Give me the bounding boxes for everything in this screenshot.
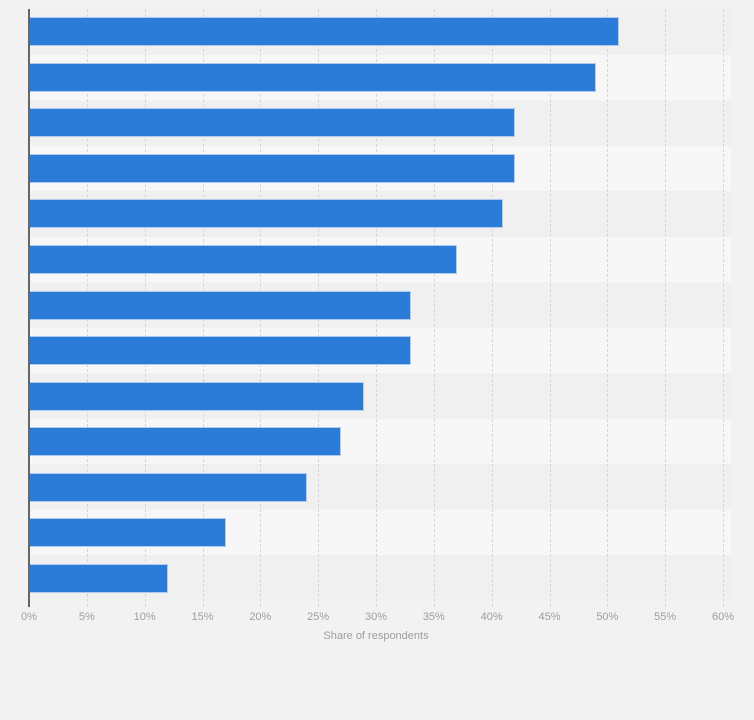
- x-axis-tick-label: 60%: [711, 611, 735, 623]
- x-axis-tick-label: 25%: [307, 611, 330, 623]
- bar-series-point[interactable]: [29, 153, 515, 183]
- bar-series-point[interactable]: [29, 472, 307, 502]
- y-axis-line: [28, 9, 30, 607]
- plot-area: [29, 9, 731, 607]
- x-axis-tick-label: 30%: [364, 611, 388, 623]
- bar-series-point[interactable]: [29, 199, 504, 229]
- gridline: [433, 9, 435, 607]
- bar-series-point[interactable]: [29, 336, 411, 366]
- gridline: [491, 9, 493, 607]
- x-axis-tick-label: 55%: [654, 611, 677, 623]
- bar-series-point[interactable]: [29, 518, 226, 548]
- x-axis-tick-label: 45%: [538, 611, 561, 623]
- bar-series-point[interactable]: [29, 17, 619, 47]
- x-axis-tick-label: 40%: [480, 611, 503, 623]
- x-axis-tick-label: 50%: [596, 611, 619, 623]
- bar-series-point[interactable]: [29, 62, 596, 92]
- x-axis-title: Share of respondents: [323, 630, 429, 642]
- bar-series-point[interactable]: [29, 290, 411, 320]
- bar-series-point[interactable]: [29, 427, 342, 457]
- gridline: [607, 9, 609, 607]
- bar-series-point[interactable]: [29, 108, 515, 138]
- bar-series-point[interactable]: [29, 563, 168, 593]
- bar-series-point[interactable]: [29, 381, 365, 411]
- x-axis-tick-label: 15%: [191, 611, 214, 623]
- gridline: [723, 9, 724, 607]
- bar-series-point[interactable]: [29, 244, 457, 274]
- gridline: [549, 9, 551, 607]
- x-axis-tick-label: 10%: [133, 611, 156, 623]
- x-axis-tick-label: 5%: [78, 611, 95, 623]
- x-axis-tick-label: 20%: [249, 611, 272, 623]
- x-axis-tick-label: 35%: [422, 611, 445, 623]
- x-axis-tick-label: 0%: [21, 611, 37, 623]
- gridline: [665, 9, 667, 607]
